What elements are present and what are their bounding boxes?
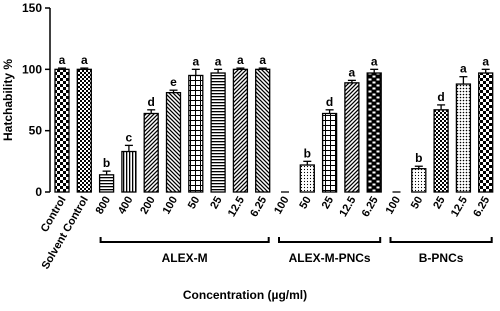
significance-letter: e [170,75,177,89]
x-tick-label: 25 [320,195,337,212]
significance-letter: a [215,54,222,68]
significance-letter: b [415,151,422,165]
x-tick-label: 100 [384,195,404,217]
group-label: ALEX-M [162,251,208,265]
bar [411,168,427,193]
x-tick-label: 400 [116,195,136,217]
bar [478,72,494,193]
bar [188,74,204,193]
bar [143,112,159,193]
significance-letter: a [192,54,199,68]
bar [98,174,115,193]
significance-letter: a [482,54,489,68]
y-tick-label: 0 [35,185,42,199]
x-tick-label: 12.5 [226,195,247,220]
group-label: ALEX-M-PNCs [289,251,371,265]
x-tick-label: 100 [161,195,181,217]
bar [255,68,271,193]
x-tick-label: 25 [431,195,448,212]
x-tick-label: 100 [272,195,292,217]
y-tick-label: 150 [22,1,42,15]
x-tick-label: 50 [409,195,426,212]
significance-letter: c [126,130,133,144]
significance-letter: a [81,53,88,67]
significance-letter: d [437,90,444,104]
significance-letter: d [148,95,155,109]
y-axis-title: Hatchability % [1,59,15,141]
bar [232,68,249,193]
significance-letter: a [259,53,266,67]
x-tick-label: 6.25 [471,195,492,220]
bar [321,112,338,193]
y-tick-label: 100 [22,62,42,76]
x-axis-title: Concentration (µg/ml) [183,288,307,302]
bar [344,82,360,193]
significance-letter: b [304,146,311,160]
group-bracket [99,237,270,243]
x-tick-label: 12.5 [449,195,470,220]
group-bracket [278,237,382,243]
group-bracket [389,237,493,243]
x-tick-label: 50 [297,195,314,212]
significance-letter: b [103,156,110,170]
x-tick-label: 800 [94,195,114,217]
x-tick-label: 6.25 [360,195,381,220]
bar [299,164,315,193]
significance-letter: a [237,53,244,67]
x-tick-label: 25 [208,195,225,212]
bar [165,91,182,193]
bar [121,150,137,193]
significance-letter: a [59,53,66,67]
x-tick-label: 200 [138,195,158,217]
x-tick-label: 6.25 [248,195,269,220]
significance-letter: a [460,62,467,76]
bar [54,68,70,193]
x-tick-label: 50 [186,195,203,212]
significance-letter: a [371,54,378,68]
bar [210,72,226,193]
bar [76,68,92,193]
group-label: B-PNCs [419,251,464,265]
significance-letter: a [349,65,356,79]
significance-letter: d [326,95,333,109]
y-tick-label: 50 [29,124,43,138]
bar [366,72,382,193]
bar [433,109,449,193]
x-tick-label: 12.5 [337,195,358,220]
bar [455,83,472,193]
